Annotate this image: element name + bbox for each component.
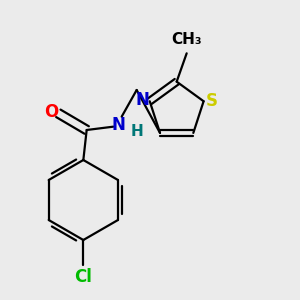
Text: O: O bbox=[44, 103, 59, 121]
Text: CH₃: CH₃ bbox=[171, 32, 202, 47]
Text: N: N bbox=[111, 116, 125, 134]
Text: H: H bbox=[130, 124, 143, 139]
Text: Cl: Cl bbox=[74, 268, 92, 286]
Text: N: N bbox=[135, 91, 149, 109]
Text: S: S bbox=[206, 92, 218, 110]
